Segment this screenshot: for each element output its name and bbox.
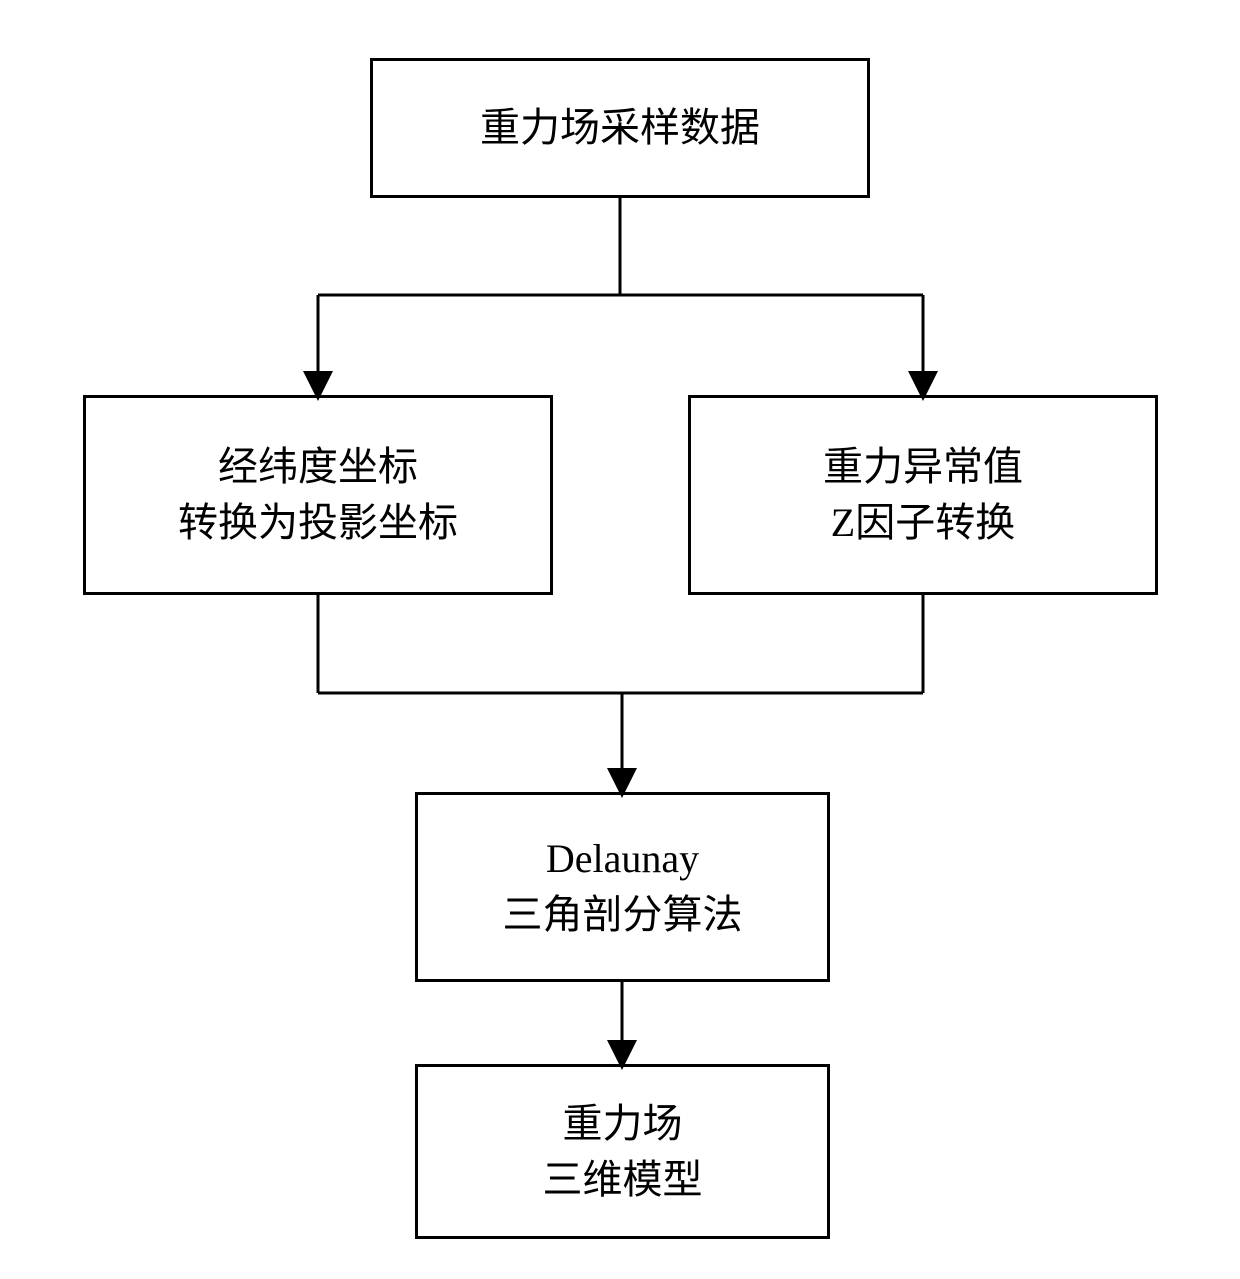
node-right: 重力异常值 Z因子转换 [688,395,1158,595]
node-top: 重力场采样数据 [370,58,870,198]
node-top-text: 重力场采样数据 [480,100,760,156]
node-delaunay-line1: Delaunay [546,831,699,887]
node-bottom: 重力场 三维模型 [415,1064,830,1239]
node-delaunay-line2: 三角剖分算法 [503,887,743,943]
node-bottom-line2: 三维模型 [543,1152,703,1208]
node-left: 经纬度坐标 转换为投影坐标 [83,395,553,595]
node-left-line1: 经纬度坐标 [218,439,418,495]
node-bottom-line1: 重力场 [563,1096,683,1152]
node-right-line2: Z因子转换 [831,495,1015,551]
node-right-line1: 重力异常值 [823,439,1023,495]
node-left-line2: 转换为投影坐标 [178,495,458,551]
node-delaunay: Delaunay 三角剖分算法 [415,792,830,982]
